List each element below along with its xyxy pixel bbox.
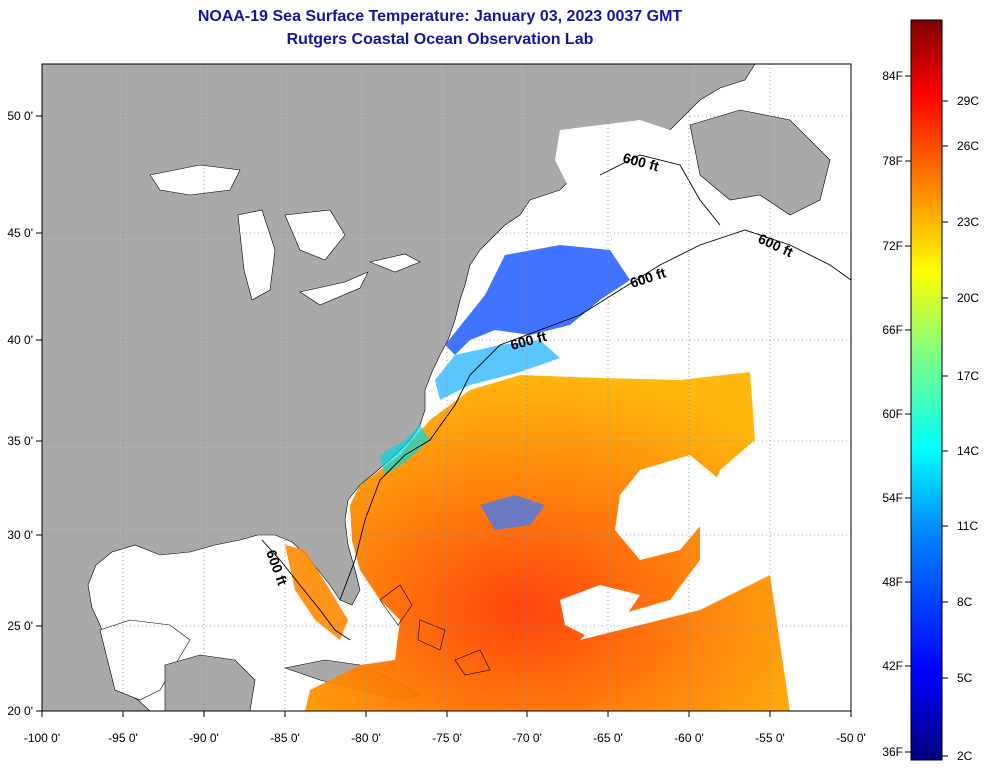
cb-f-label: 48F <box>882 575 903 589</box>
lat-label: 45 0' <box>7 226 33 240</box>
lat-label: 40 0' <box>7 333 33 347</box>
colorbar-fahrenheit-labels: 84F 78F 72F 66F 60F 54F 48F 42F 36F <box>882 69 911 759</box>
cb-f-label: 36F <box>882 745 903 759</box>
cb-f-label: 60F <box>882 407 903 421</box>
cb-f-label: 84F <box>882 69 903 83</box>
cb-c-label: 11C <box>957 519 978 533</box>
longitude-labels: -100 0' -95 0' -90 0' -85 0' -80 0' -75 0' -70… <box>24 711 866 745</box>
cb-f-label: 78F <box>882 154 903 168</box>
graticule <box>42 64 851 711</box>
lon-label: -65 0' <box>593 731 623 745</box>
lon-label: -50 0' <box>836 731 866 745</box>
lon-label: -90 0' <box>189 731 219 745</box>
cb-c-label: 5C <box>957 671 973 685</box>
cb-c-label: 29C <box>957 94 979 108</box>
cb-f-label: 72F <box>882 239 903 253</box>
cb-f-label: 42F <box>882 659 903 673</box>
cb-c-label: 17C <box>957 369 979 383</box>
lat-label: 35 0' <box>7 434 33 448</box>
lon-label: -100 0' <box>24 731 60 745</box>
lon-label: -70 0' <box>512 731 542 745</box>
cb-c-label: 23C <box>957 215 979 229</box>
cb-f-label: 54F <box>882 491 903 505</box>
lat-label: 20 0' <box>7 704 33 718</box>
lat-label: 25 0' <box>7 619 33 633</box>
colorbar: 84F 78F 72F 66F 60F 54F 48F 42F 36F 29C 26C 23C 20C… <box>882 19 979 763</box>
cb-c-label: 8C <box>957 595 973 609</box>
map-title: NOAA-19 Sea Surface Temperature: January… <box>197 8 683 25</box>
lon-label: -80 0' <box>351 731 381 745</box>
cb-c-label: 20C <box>957 291 979 305</box>
lat-label: 30 0' <box>7 528 33 542</box>
lat-label: 50 0' <box>7 109 33 123</box>
lon-label: -55 0' <box>755 731 785 745</box>
latitude-labels: 20 0' 25 0' 30 0' 35 0' 40 0' 45 0' 50 0' <box>7 109 42 718</box>
lon-label: -60 0' <box>674 731 704 745</box>
cb-f-label: 66F <box>882 323 903 337</box>
lon-label: -75 0' <box>432 731 462 745</box>
cb-c-label: 14C <box>957 444 979 458</box>
colorbar-celsius-labels: 29C 26C 23C 20C 17C 14C 11C 8C 5C 2C <box>942 94 979 763</box>
map-subtitle: Rutgers Coastal Ocean Observation Lab <box>286 31 594 48</box>
lon-label: -85 0' <box>270 731 300 745</box>
isobath-600ft <box>261 229 851 641</box>
cb-c-label: 26C <box>957 139 979 153</box>
cb-c-label: 2C <box>957 749 973 763</box>
lon-label: -95 0' <box>108 731 138 745</box>
